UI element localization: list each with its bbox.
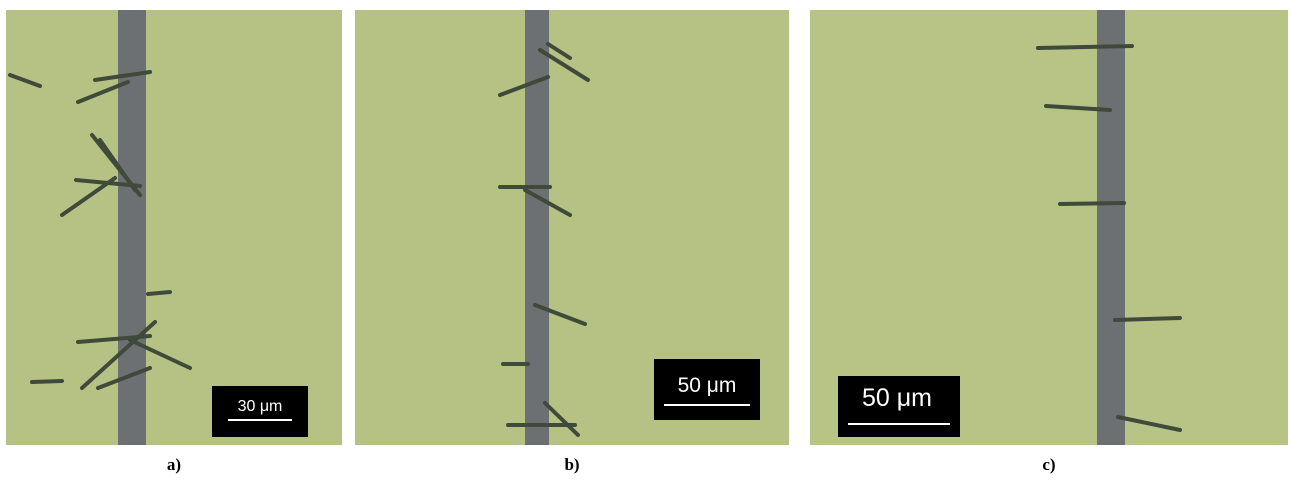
panel-c-image: 50 μm	[810, 10, 1288, 445]
panel-label: b)	[564, 455, 579, 474]
panel-a-image: 30 μm	[6, 10, 342, 445]
scale-bar-label: 50 μm	[678, 374, 737, 397]
scale-bar-label: 30 μm	[238, 398, 283, 415]
scale-bar-label: 50 μm	[862, 384, 932, 412]
panel-label: c)	[1042, 455, 1055, 474]
panel-label: a)	[167, 455, 181, 474]
panel-b-image: 50 μm	[355, 10, 789, 445]
